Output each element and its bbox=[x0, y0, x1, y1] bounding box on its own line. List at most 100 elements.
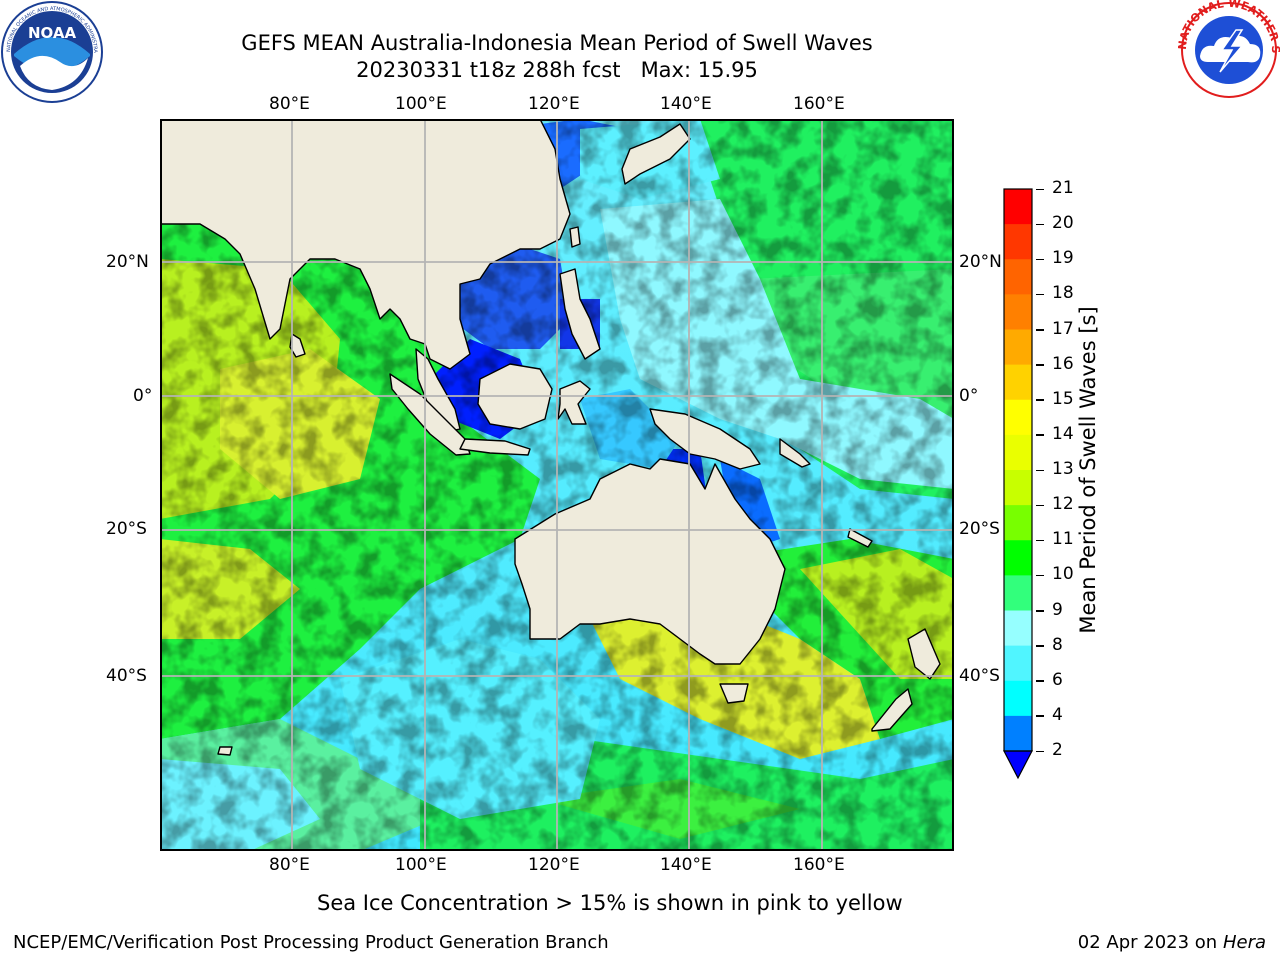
colorbar-tick-label: 17 bbox=[1052, 318, 1074, 339]
colorbar-frame bbox=[1003, 188, 1033, 752]
map-frame bbox=[160, 119, 954, 851]
colorbar-tick-mark bbox=[1036, 610, 1044, 612]
lon-label-bottom-120e: 120°E bbox=[528, 855, 580, 875]
lon-label-bottom-80e: 80°E bbox=[269, 855, 310, 875]
colorbar-band bbox=[1004, 610, 1032, 647]
colorbar-tick-label: 6 bbox=[1052, 669, 1063, 690]
colorbar-tick-mark bbox=[1036, 329, 1044, 331]
land-taiwan bbox=[569, 226, 581, 248]
colorbar-label: Mean Period of Swell Waves [s] bbox=[1076, 306, 1100, 634]
colorbar-band bbox=[1004, 540, 1032, 576]
colorbar-tick-mark bbox=[1036, 680, 1044, 682]
colorbar-tick-mark bbox=[1036, 188, 1044, 190]
colorbar-tick-mark bbox=[1036, 750, 1044, 752]
lon-label-top-120e: 120°E bbox=[528, 94, 580, 114]
colorbar-tick-label: 10 bbox=[1052, 564, 1074, 585]
land-kerguelen bbox=[217, 746, 233, 756]
land-philippines bbox=[559, 268, 601, 360]
colorbar-tick-label: 2 bbox=[1052, 740, 1063, 760]
plot-title-line2: 20230331 t18z 288h fcst Max: 15.95 bbox=[356, 58, 758, 82]
colorbar-band bbox=[1004, 259, 1032, 295]
land-sumatra bbox=[389, 373, 471, 456]
colorbar-tick-mark bbox=[1036, 223, 1044, 226]
colorbar-tick-mark bbox=[1036, 539, 1044, 542]
colorbar-extend-arrow bbox=[1003, 750, 1033, 780]
lat-label-left-40s: 40°S bbox=[106, 666, 147, 686]
colorbar-tick-label: 9 bbox=[1052, 599, 1063, 620]
noaa-logo-text: NOAA bbox=[28, 24, 77, 42]
land-asia bbox=[160, 119, 571, 370]
noaa-logo: NOAA NATIONAL OCEANIC AND ATMOSPHERIC AD… bbox=[0, 0, 103, 103]
colorbar-tick-mark bbox=[1036, 574, 1044, 577]
colorbar-tick-label: 12 bbox=[1052, 494, 1074, 515]
graticule bbox=[160, 119, 954, 851]
colorbar-band bbox=[1004, 645, 1032, 682]
colorbar-tick-label: 16 bbox=[1052, 353, 1074, 374]
land-malay-peninsula bbox=[415, 348, 461, 432]
lat-label-left-0: 0° bbox=[133, 386, 153, 406]
colorbar-tick-label: 15 bbox=[1052, 388, 1074, 409]
colorbar-tick-mark bbox=[1036, 293, 1044, 296]
land-australia bbox=[514, 458, 786, 665]
land-sri-lanka bbox=[289, 333, 306, 358]
lon-label-bottom-140e: 140°E bbox=[660, 855, 712, 875]
colorbar-band bbox=[1004, 364, 1032, 401]
colorbar-band bbox=[1004, 434, 1032, 471]
lat-label-right-0: 0° bbox=[959, 386, 979, 406]
lon-label-bottom-160e: 160°E bbox=[793, 855, 845, 875]
colorbar-tick-label: 8 bbox=[1052, 634, 1063, 655]
lat-label-left-20n: 20°N bbox=[106, 252, 149, 272]
colorbar-tick-mark bbox=[1036, 364, 1044, 366]
colorbar-tick-mark bbox=[1036, 645, 1044, 647]
lat-label-right-40s: 40°S bbox=[959, 666, 1000, 686]
colorbar-band bbox=[1004, 680, 1032, 717]
land-new-caledonia bbox=[847, 528, 873, 548]
lat-label-right-20n: 20°N bbox=[959, 252, 1002, 272]
colorbar-band bbox=[1004, 505, 1032, 541]
footer-date-text: 02 Apr 2023 on bbox=[1077, 932, 1223, 953]
lon-label-top-100e: 100°E bbox=[395, 94, 447, 114]
land-sulawesi bbox=[557, 380, 591, 425]
plot-title-line1: GEFS MEAN Australia-Indonesia Mean Perio… bbox=[241, 31, 873, 55]
land-japan bbox=[621, 123, 691, 185]
colorbar-tick-mark bbox=[1036, 434, 1044, 436]
colorbar-band bbox=[1004, 575, 1032, 611]
colorbar-tick-mark bbox=[1036, 469, 1044, 471]
sea-ice-note: Sea Ice Concentration > 15% is shown in … bbox=[317, 891, 903, 915]
colorbar-tick-label: 14 bbox=[1052, 423, 1074, 444]
land-java bbox=[459, 438, 531, 456]
colorbar bbox=[1003, 188, 1033, 780]
footer-host: Hera bbox=[1222, 932, 1266, 953]
lon-label-bottom-100e: 100°E bbox=[395, 855, 447, 875]
land-new-guinea bbox=[649, 408, 761, 470]
lon-label-top-140e: 140°E bbox=[660, 94, 712, 114]
colorbar-tick-label: 19 bbox=[1052, 248, 1074, 269]
nws-logo: NATIONAL WEATHER SERVICE bbox=[1178, 0, 1280, 98]
colorbar-tick-label: 13 bbox=[1052, 459, 1074, 479]
colorbar-tick-mark bbox=[1036, 258, 1044, 261]
colorbar-band bbox=[1004, 224, 1032, 260]
footer-date: 02 Apr 2023 on Hera bbox=[1078, 932, 1266, 953]
lon-label-top-80e: 80°E bbox=[269, 94, 310, 114]
map-area bbox=[160, 119, 954, 851]
lon-label-top-160e: 160°E bbox=[793, 94, 845, 114]
lat-label-left-20s: 20°S bbox=[106, 519, 147, 539]
land-tasmania bbox=[719, 683, 749, 704]
colorbar-band bbox=[1004, 189, 1032, 225]
colorbar-band bbox=[1004, 399, 1032, 436]
colorbar-band bbox=[1004, 470, 1032, 506]
colorbar-tick-mark bbox=[1036, 715, 1044, 717]
colorbar-tick-label: 18 bbox=[1052, 283, 1074, 304]
colorbar-tick-label: 11 bbox=[1052, 529, 1074, 550]
land-solomons bbox=[779, 438, 811, 468]
colorbar-band bbox=[1004, 294, 1032, 330]
colorbar-band bbox=[1004, 715, 1032, 752]
colorbar-tick-label: 20 bbox=[1052, 213, 1074, 234]
colorbar-band bbox=[1004, 329, 1032, 366]
colorbar-tick-mark bbox=[1036, 504, 1044, 507]
footer-branch: NCEP/EMC/Verification Post Processing Pr… bbox=[13, 932, 609, 953]
colorbar-tick-label: 4 bbox=[1052, 704, 1063, 725]
land-nz-south bbox=[871, 688, 913, 732]
colorbar-tick-mark bbox=[1036, 399, 1044, 401]
land-nz-north bbox=[907, 628, 941, 680]
